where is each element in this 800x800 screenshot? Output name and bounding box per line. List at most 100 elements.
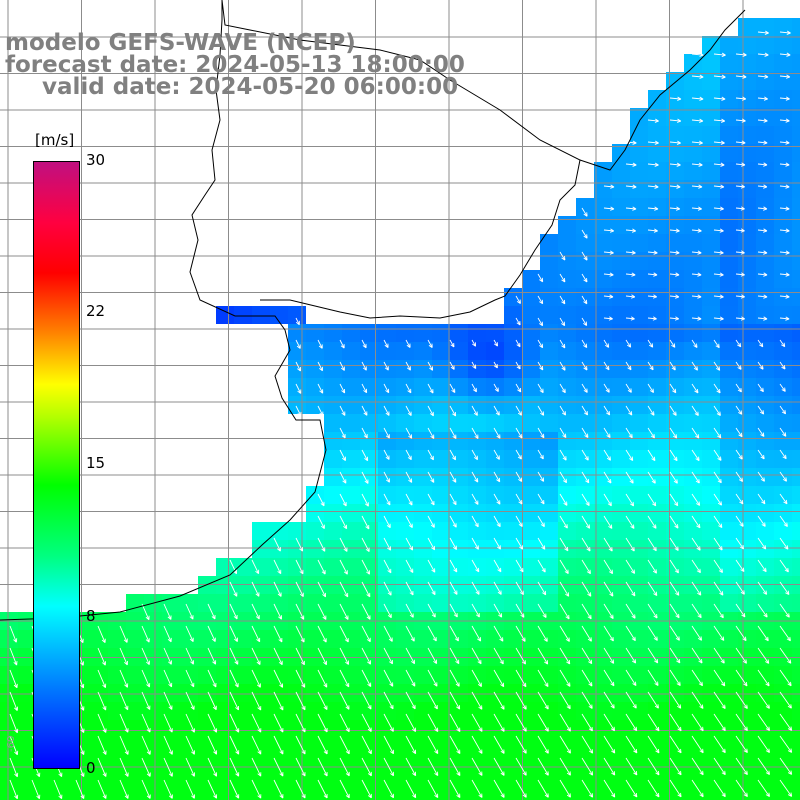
wind-cell [468, 594, 486, 612]
wind-cell [468, 378, 486, 396]
wind-arrow [779, 316, 790, 321]
wind-cell [774, 540, 792, 558]
wind-cell [702, 126, 720, 144]
wind-arrow [427, 537, 436, 551]
wind-cell [630, 432, 648, 450]
wind-cell [108, 774, 126, 792]
wind-cell [648, 504, 666, 522]
wind-cell [0, 756, 18, 774]
wind-arrow [647, 383, 655, 393]
wind-arrow [317, 603, 327, 620]
wind-cell [576, 378, 594, 396]
wind-arrow [559, 427, 567, 439]
wind-cell [576, 702, 594, 720]
wind-arrow [383, 383, 390, 394]
wind-cell [126, 594, 144, 612]
wind-cell [594, 234, 612, 252]
wind-arrow [339, 581, 349, 598]
wind-cell [756, 216, 774, 234]
wind-arrow [735, 339, 742, 348]
wind-cell [666, 126, 684, 144]
wind-arrow [581, 295, 588, 305]
wind-cell [288, 360, 306, 378]
wind-cell [684, 162, 702, 180]
wind-arrow [229, 625, 238, 643]
wind-cell [378, 774, 396, 792]
wind-cell [558, 522, 576, 540]
wind-arrow [779, 361, 786, 370]
wind-cell [216, 684, 234, 702]
wind-cell [0, 774, 18, 792]
wind-cell [432, 684, 450, 702]
wind-cell [126, 756, 144, 774]
wind-cell [486, 738, 504, 756]
wind-arrow [779, 96, 790, 101]
wind-cell [306, 504, 324, 522]
wind-arrow [251, 647, 261, 665]
wind-cell [774, 432, 792, 450]
wind-cell [522, 432, 540, 450]
wind-cell [252, 774, 270, 792]
wind-cell [630, 774, 648, 792]
wind-arrow [713, 581, 724, 596]
wind-arrow [691, 184, 703, 189]
wind-cell [468, 630, 486, 648]
wind-arrow [757, 162, 768, 167]
wind-cell [594, 504, 612, 522]
wind-arrow [515, 427, 523, 439]
wind-arrow [207, 603, 216, 620]
wind-cell [396, 504, 414, 522]
wind-cell [324, 468, 342, 486]
wind-arrow [625, 581, 636, 597]
wind-arrow [405, 537, 414, 551]
wind-arrow [779, 228, 790, 233]
wind-arrow [339, 647, 349, 665]
wind-arrow [317, 581, 327, 598]
wind-arrow [713, 779, 726, 798]
wind-cell [108, 684, 126, 702]
wind-arrow [713, 316, 724, 321]
wind-arrow [361, 647, 371, 665]
wind-cell [216, 666, 234, 684]
wind-arrow [713, 74, 726, 79]
wind-cell [720, 666, 738, 684]
wind-cell [738, 288, 756, 306]
wind-arrow [669, 471, 678, 484]
wind-cell [450, 738, 468, 756]
wind-cell [486, 540, 504, 558]
wind-cell [504, 306, 522, 324]
wind-cell [666, 486, 684, 504]
wind-cell [486, 414, 504, 432]
wind-arrow [559, 295, 566, 305]
wind-cell [630, 702, 648, 720]
wind-cell [756, 666, 774, 684]
wind-cell [720, 216, 738, 234]
wind-arrow [405, 449, 412, 461]
wind-arrow [361, 669, 372, 688]
wind-cell [468, 360, 486, 378]
wind-cell [180, 684, 198, 702]
wind-arrow [779, 515, 788, 527]
wind-cell [738, 252, 756, 270]
wind-arrow [581, 251, 588, 261]
wind-cell [450, 720, 468, 738]
wind-cell [684, 144, 702, 162]
wind-arrow [471, 493, 479, 505]
wind-arrow [779, 779, 793, 797]
wind-cell [576, 432, 594, 450]
wind-cell [90, 738, 108, 756]
wind-arrow [647, 779, 660, 798]
wind-cell [720, 720, 738, 738]
wind-arrow [647, 757, 660, 776]
wind-arrow [669, 272, 680, 277]
wind-cell [756, 792, 774, 800]
wind-cell [666, 378, 684, 396]
wind-cell [666, 666, 684, 684]
wind-cell [450, 702, 468, 720]
wind-cell [774, 126, 792, 144]
wind-cell [558, 720, 576, 738]
wind-cell [756, 558, 774, 576]
wind-cell [450, 666, 468, 684]
wind-cell [0, 792, 18, 800]
wind-arrow [471, 691, 483, 710]
